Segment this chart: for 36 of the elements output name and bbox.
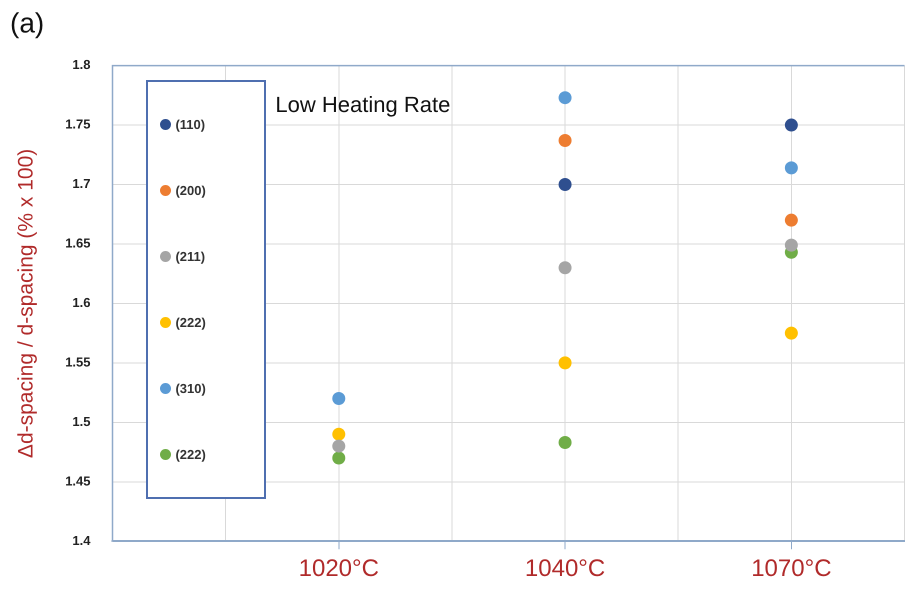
legend-label: (222) <box>175 314 206 330</box>
point <box>784 326 798 340</box>
point <box>558 436 572 450</box>
annotation: Low Heating Rate <box>275 92 450 118</box>
point <box>558 134 572 148</box>
point <box>558 356 572 370</box>
y-tick-label: 1.8 <box>72 57 90 72</box>
point <box>784 161 798 174</box>
y-axis-title: Δd-spacing / d-spacing (% x 100) <box>14 148 38 458</box>
y-tick-label: 1.5 <box>72 414 90 429</box>
point <box>784 118 798 132</box>
y-tick-label: 1.6 <box>72 294 90 310</box>
legend-label: (110) <box>175 117 206 132</box>
x-tick-label: 1020°C <box>298 555 379 582</box>
point <box>332 392 346 406</box>
y-tick-label: 1.4 <box>72 532 92 548</box>
y-tick-label: 1.75 <box>65 116 90 132</box>
point <box>332 440 346 453</box>
point <box>558 178 572 191</box>
y-tick-label: 1.55 <box>65 354 90 370</box>
x-tick-label: 1040°C <box>524 555 606 582</box>
legend-label: (222) <box>175 446 206 462</box>
point <box>558 91 572 104</box>
y-tick-label: 1.7 <box>72 176 90 192</box>
legend-label: (200) <box>175 182 206 198</box>
point <box>332 428 346 441</box>
chart-title: (a) <box>10 8 44 39</box>
y-tick-label: 1.45 <box>65 473 90 488</box>
point <box>784 238 798 252</box>
point <box>558 261 572 274</box>
legend-label: (310) <box>175 380 206 396</box>
legend-label: (211) <box>175 248 206 264</box>
x-tick-label: 1070°C <box>751 555 832 582</box>
point <box>332 451 346 464</box>
point <box>784 214 798 227</box>
y-tick-label: 1.65 <box>65 236 90 251</box>
